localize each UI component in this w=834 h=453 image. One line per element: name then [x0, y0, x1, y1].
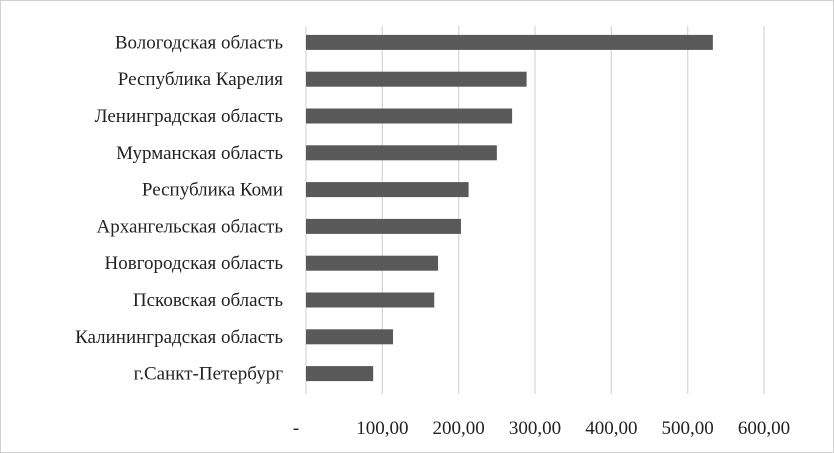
- bar: [306, 329, 394, 345]
- category-label: Псковская область: [133, 290, 283, 311]
- x-tick-label: 400,00: [585, 418, 637, 439]
- x-tick-label: -: [293, 418, 299, 439]
- bar: [306, 71, 527, 87]
- bar: [306, 145, 497, 161]
- x-tick-label: 200,00: [433, 418, 485, 439]
- category-label: Ленинградская область: [95, 106, 284, 127]
- category-label: г.Санкт-Петербург: [134, 364, 284, 385]
- bar: [306, 255, 439, 271]
- x-tick-label: 600,00: [738, 418, 790, 439]
- category-label: Республика Карелия: [118, 69, 283, 90]
- category-label: Мурманская область: [116, 143, 283, 164]
- x-tick-label: 100,00: [356, 418, 408, 439]
- x-tick-label: 500,00: [662, 418, 714, 439]
- bar: [306, 182, 469, 198]
- bar: [306, 108, 513, 124]
- category-label: Новгородская область: [105, 253, 284, 274]
- bar: [306, 366, 374, 382]
- category-label: Калининградская область: [75, 327, 283, 348]
- bar: [306, 218, 461, 234]
- bar: [306, 34, 713, 50]
- bar: [306, 292, 435, 308]
- category-label: Республика Коми: [142, 180, 283, 201]
- category-label: Архангельская область: [96, 216, 283, 237]
- x-tick-label: 300,00: [509, 418, 561, 439]
- category-label: Вологодская область: [115, 32, 283, 53]
